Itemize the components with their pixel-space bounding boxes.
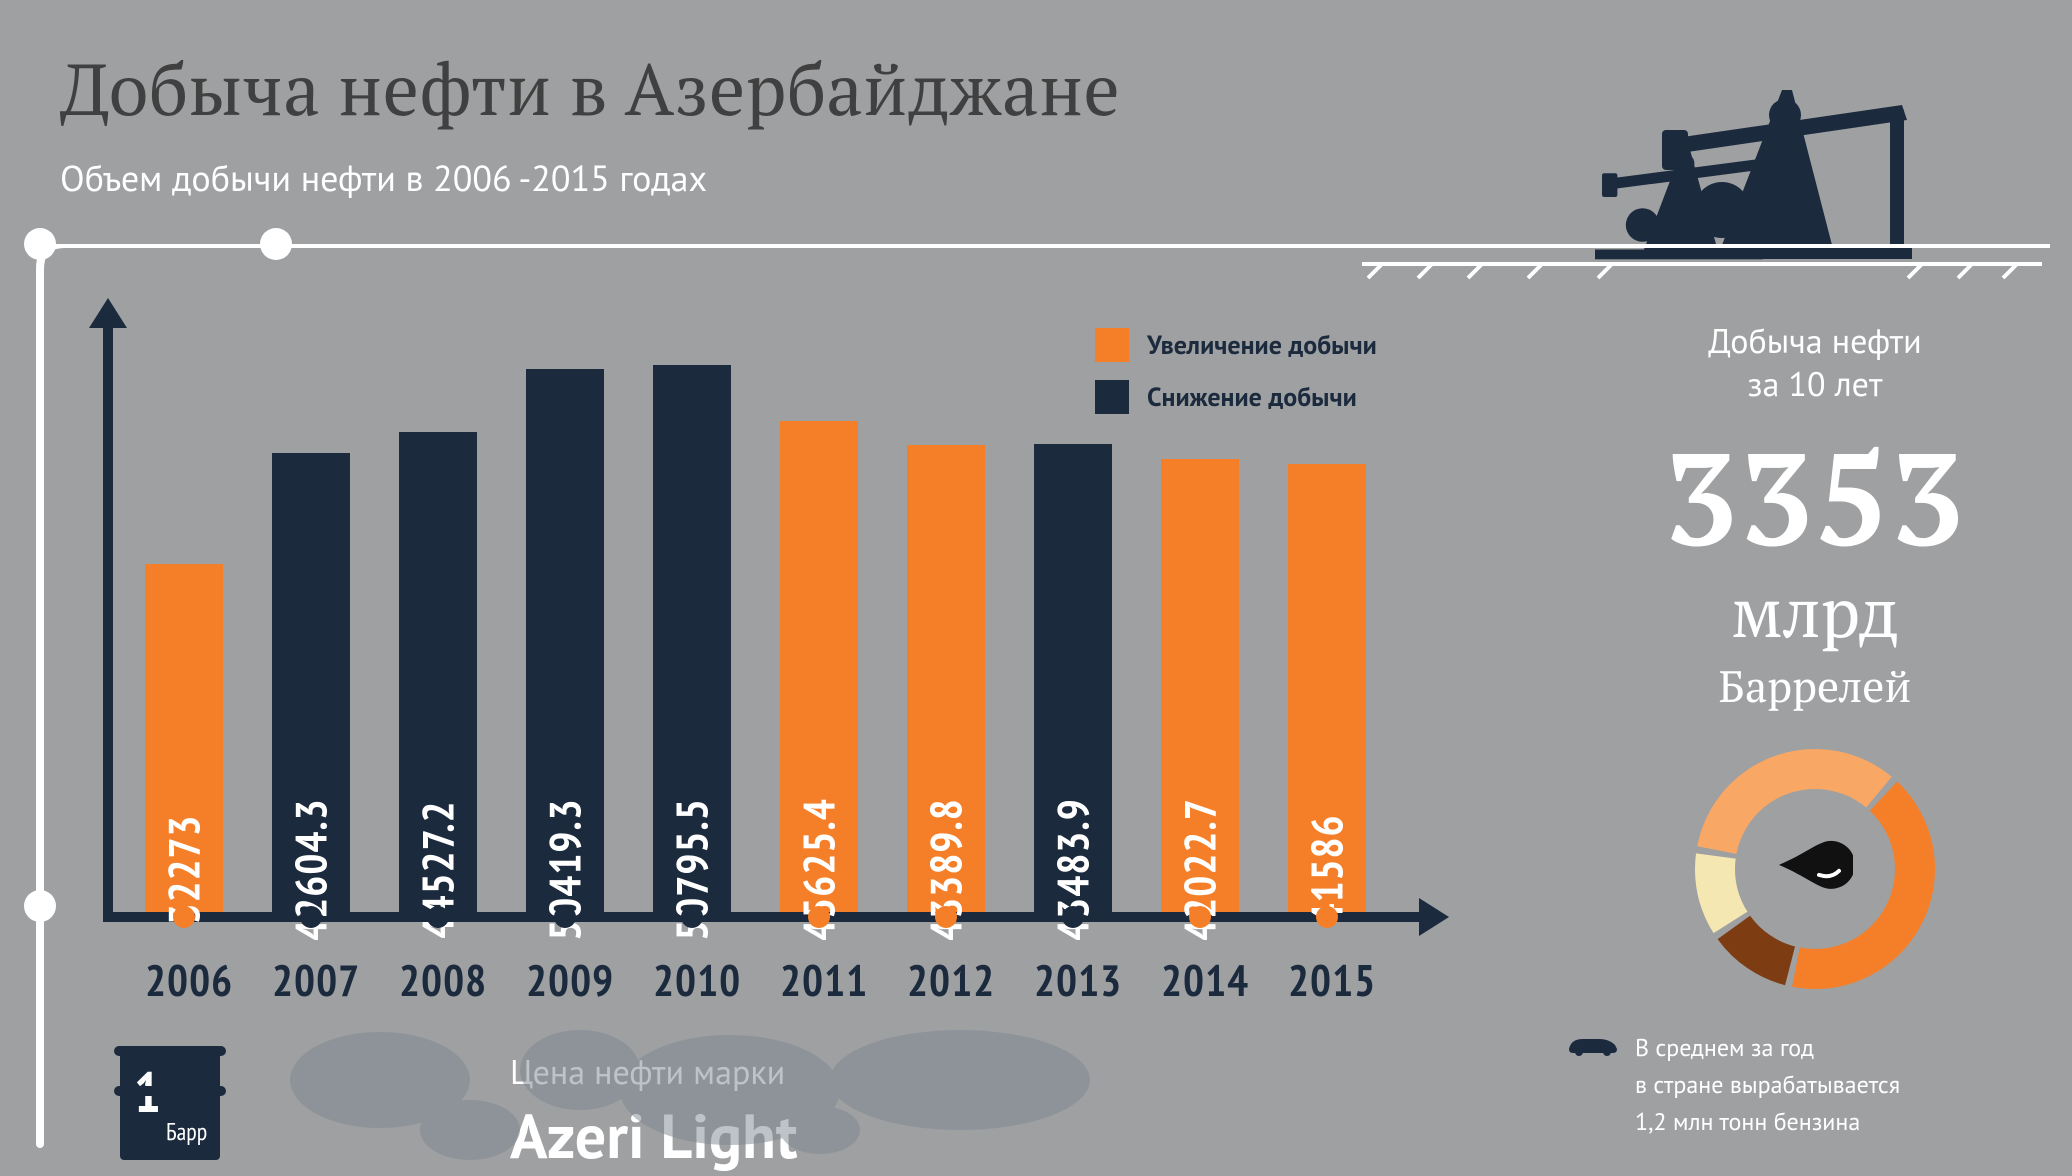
facts-line3: 1,2 млн тонн бензина bbox=[1635, 1103, 2065, 1140]
donut-chart bbox=[1685, 739, 1945, 999]
tick-dot-2007 bbox=[300, 906, 322, 928]
tick-dot-2015 bbox=[1316, 906, 1338, 928]
x-label-2008: 2008 bbox=[399, 952, 477, 1009]
bar-2009: 50419.3 bbox=[526, 369, 604, 912]
production-bar-chart: 32273 42604.3 44527.2 50419.3 50795.5 45625.4… bbox=[85, 320, 1435, 1000]
x-label-2012: 2012 bbox=[907, 952, 985, 1009]
bar-2011: 45625.4 bbox=[780, 421, 858, 912]
x-label-2006: 2006 bbox=[145, 952, 223, 1009]
x-label-2014: 2014 bbox=[1161, 952, 1239, 1009]
legend-swatch-decrease bbox=[1095, 380, 1129, 414]
bar-2014: 42022.7 bbox=[1161, 459, 1239, 912]
summary-unit1: млрд bbox=[1565, 565, 2065, 658]
x-label-2009: 2009 bbox=[526, 952, 604, 1009]
world-map-icon bbox=[260, 1010, 1160, 1170]
summary-panel: Добыча нефти за 10 лет 3353 млрд Барреле… bbox=[1565, 320, 2065, 1141]
tick-dot-2006 bbox=[173, 906, 195, 928]
summary-unit2: Баррелей bbox=[1565, 656, 2065, 715]
summary-facts: В среднем за год в стране вырабатывается… bbox=[1565, 1029, 2065, 1141]
tick-dot-2012 bbox=[935, 906, 957, 928]
summary-big-number: 3353 bbox=[1565, 411, 2065, 583]
bar-2006: 32273 bbox=[145, 564, 223, 912]
pumpjack-illustration bbox=[1362, 60, 2042, 280]
x-label-2013: 2013 bbox=[1034, 952, 1112, 1009]
x-axis-arrow bbox=[1419, 898, 1449, 936]
legend-swatch-increase bbox=[1095, 328, 1129, 362]
car-icon bbox=[1565, 1031, 1621, 1057]
bar-2012: 43389.8 bbox=[907, 445, 985, 912]
facts-line2: в стране вырабатывается bbox=[1635, 1066, 2065, 1103]
summary-title: Добыча нефти за 10 лет bbox=[1565, 320, 2065, 405]
x-label-2010: 2010 bbox=[653, 952, 731, 1009]
bar-2013: 43483.9 bbox=[1034, 444, 1112, 912]
barrel-number: 1 bbox=[134, 1056, 161, 1128]
bar-2010: 50795.5 bbox=[653, 365, 731, 912]
bar-2008: 44527.2 bbox=[399, 432, 477, 912]
legend-decrease: Снижение добычи bbox=[1095, 380, 1377, 414]
tick-dot-2014 bbox=[1189, 906, 1211, 928]
legend-label-increase: Увеличение добычи bbox=[1147, 329, 1377, 362]
y-axis bbox=[103, 320, 113, 920]
tick-dot-2013 bbox=[1062, 906, 1084, 928]
x-label-2007: 2007 bbox=[272, 952, 350, 1009]
tick-dot-2010 bbox=[681, 906, 703, 928]
tick-dot-2009 bbox=[554, 906, 576, 928]
x-label-2011: 2011 bbox=[780, 952, 858, 1009]
barrel-label: Барр bbox=[166, 1116, 207, 1147]
tick-dot-2008 bbox=[427, 906, 449, 928]
facts-line1: В среднем за год bbox=[1635, 1029, 2065, 1066]
bar-2007: 42604.3 bbox=[272, 453, 350, 912]
y-axis-arrow bbox=[89, 298, 127, 328]
chart-legend: Увеличение добычи Снижение добычи bbox=[1095, 328, 1377, 432]
barrel-icon: 1 Барр bbox=[120, 1050, 220, 1160]
x-label-2015: 2015 bbox=[1288, 952, 1366, 1009]
legend-label-decrease: Снижение добычи bbox=[1147, 381, 1357, 414]
legend-increase: Увеличение добычи bbox=[1095, 328, 1377, 362]
bottom-section: 1 Барр Цена нефти марки Azeri Light bbox=[120, 1050, 1520, 1176]
oil-drop-icon bbox=[1787, 827, 1843, 908]
tick-dot-2011 bbox=[808, 906, 830, 928]
bar-2015: 41586 bbox=[1288, 464, 1366, 912]
